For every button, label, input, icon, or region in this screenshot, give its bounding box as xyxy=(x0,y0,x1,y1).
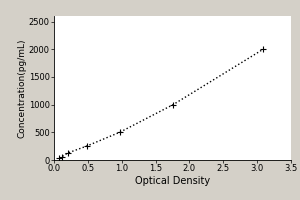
X-axis label: Optical Density: Optical Density xyxy=(135,176,210,186)
Y-axis label: Concentration(pg/mL): Concentration(pg/mL) xyxy=(17,38,26,138)
